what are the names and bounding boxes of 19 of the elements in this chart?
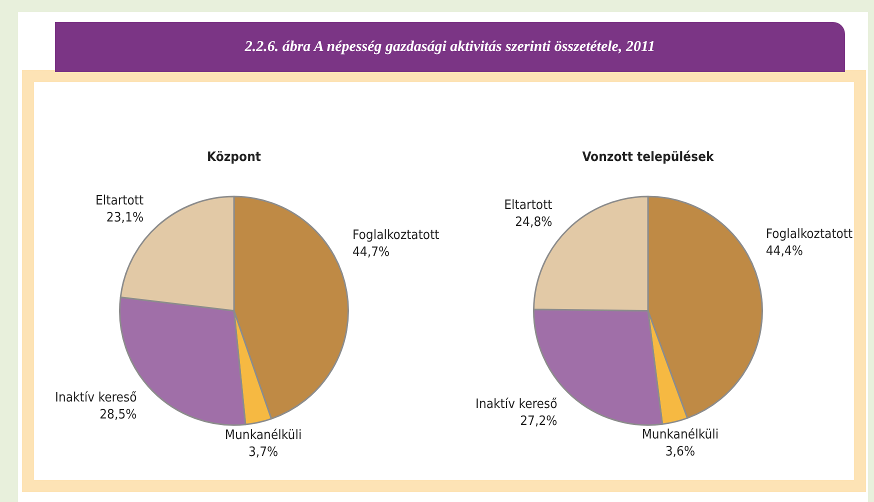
slice-label: Foglalkoztatott bbox=[766, 226, 854, 242]
slice-label: Munkanélküli bbox=[642, 428, 719, 443]
slice-label: Munkanélküli bbox=[224, 428, 302, 444]
slice-label: Eltartott bbox=[504, 198, 553, 214]
slice-label: Eltartott bbox=[95, 193, 144, 208]
data-label: 28,5% bbox=[100, 408, 137, 423]
data-label: 44,4% bbox=[766, 244, 803, 259]
slice-label: Foglalkoztatott bbox=[352, 228, 440, 243]
data-label: 44,7% bbox=[352, 244, 390, 260]
slice-label: Inaktív kereső bbox=[55, 390, 137, 406]
data-label: 3,7% bbox=[248, 445, 278, 460]
chart-title: 2.2.6. ábra A népesség gazdasági aktivitás szerinti összetétele, 2011 bbox=[244, 38, 656, 56]
data-label: 24,8% bbox=[515, 215, 552, 230]
chart-subtitle: Vonzott települések bbox=[582, 150, 714, 166]
data-label: 23,1% bbox=[106, 210, 144, 226]
data-label: 3,6% bbox=[665, 444, 696, 460]
slice-label: Inaktív kereső bbox=[476, 396, 558, 412]
chart-subtitle: Központ bbox=[206, 150, 262, 166]
data-label: 27,2% bbox=[520, 414, 558, 429]
